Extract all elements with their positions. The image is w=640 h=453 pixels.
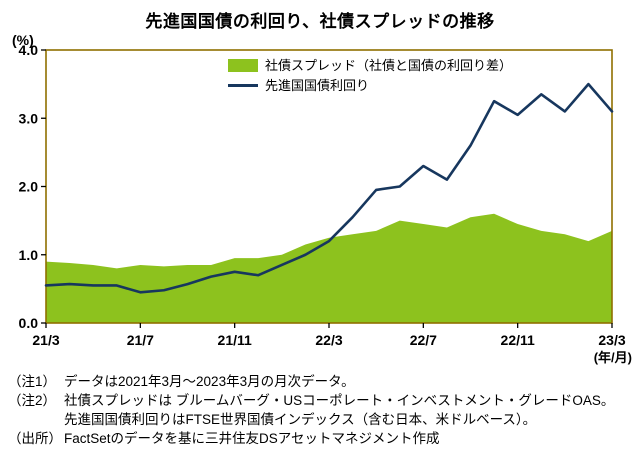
svg-text:21/3: 21/3 (32, 332, 59, 348)
source-label: （出所） (8, 431, 62, 446)
note-1-label: （注1） (8, 374, 57, 389)
legend-label-yield: 先進国国債利回り (265, 78, 370, 93)
svg-text:22/3: 22/3 (315, 332, 342, 348)
note-2b-label (8, 410, 64, 429)
note-2-label: （注2） (8, 393, 57, 408)
svg-text:22/11: 22/11 (501, 332, 535, 348)
chart-title: 先進国国債の利回り、社債スプレッドの推移 (145, 12, 495, 31)
svg-text:1.0: 1.0 (19, 247, 39, 263)
svg-text:21/7: 21/7 (127, 332, 154, 348)
source-text: FactSetのデータを基に三井住友DSアセットマネジメント作成 (64, 431, 440, 446)
chart-container: (%) 4.0 3.0 2.0 1.0 0.0 21/3 21/7 21/11 22/3 22/7… (0, 32, 640, 378)
legend: 社債スプレッド（社債と国債の利回り差） 先進国国債利回り (228, 58, 512, 93)
legend-swatch-yield (228, 84, 258, 87)
note-2-text: 社債スプレッドは ブルームバーグ・USコーポレート・インベストメント・グレードO… (64, 393, 615, 408)
note-1: （注1） データは2021年3月～2023年3月の月次データ。 (8, 372, 638, 391)
note-2: （注2） 社債スプレッドは ブルームバーグ・USコーポレート・インベストメント・… (8, 391, 638, 410)
source-note: （出所） FactSetのデータを基に三井住友DSアセットマネジメント作成 (8, 429, 638, 448)
legend-label-spread: 社債スプレッド（社債と国債の利回り差） (265, 58, 513, 73)
svg-text:23/3: 23/3 (598, 332, 625, 348)
x-axis-unit-label: (年/月) (593, 350, 632, 365)
note-2b-text: 先進国国債利回りはFTSE世界国債インデックス（含む日本、米ドルベース）。 (64, 412, 537, 427)
svg-text:3.0: 3.0 (19, 110, 39, 126)
notes: （注1） データは2021年3月～2023年3月の月次データ。 （注2） 社債ス… (8, 372, 638, 448)
svg-text:0.0: 0.0 (19, 315, 39, 331)
legend-swatch-spread (228, 59, 258, 72)
svg-text:4.0: 4.0 (19, 42, 39, 58)
chart-plot-area: 4.0 3.0 2.0 1.0 0.021/3 21/7 21/11 22/3 22/7 22/1… (19, 42, 626, 348)
y-axis-unit-label: (%) (12, 32, 34, 48)
svg-text:2.0: 2.0 (19, 179, 39, 195)
svg-text:22/7: 22/7 (410, 332, 437, 348)
note-2-continuation: 先進国国債利回りはFTSE世界国債インデックス（含む日本、米ドルベース）。 (8, 410, 638, 429)
legend-item-spread: 社債スプレッド（社債と国債の利回り差） (228, 58, 512, 73)
note-1-text: データは2021年3月～2023年3月の月次データ。 (64, 374, 355, 389)
legend-item-yield: 先進国国債利回り (228, 78, 512, 93)
svg-text:21/11: 21/11 (218, 332, 252, 348)
